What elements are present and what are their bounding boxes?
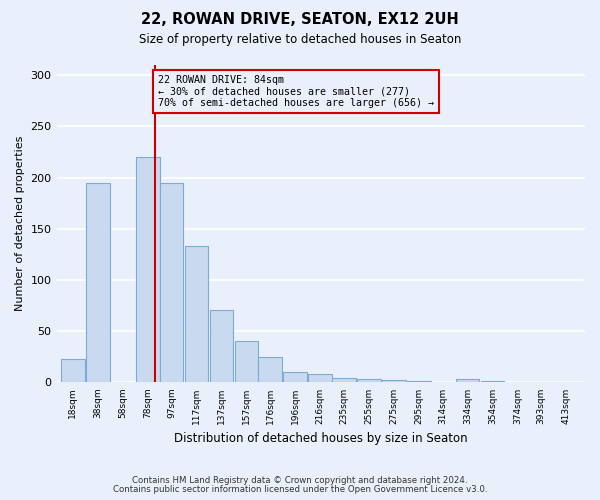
Bar xyxy=(382,380,406,382)
Bar xyxy=(455,380,479,382)
Bar xyxy=(61,359,85,382)
Text: Contains public sector information licensed under the Open Government Licence v3: Contains public sector information licen… xyxy=(113,485,487,494)
Bar xyxy=(86,183,110,382)
Text: 22 ROWAN DRIVE: 84sqm
← 30% of detached houses are smaller (277)
70% of semi-det: 22 ROWAN DRIVE: 84sqm ← 30% of detached … xyxy=(158,75,434,108)
Bar xyxy=(235,342,259,382)
X-axis label: Distribution of detached houses by size in Seaton: Distribution of detached houses by size … xyxy=(174,432,467,445)
Text: Contains HM Land Registry data © Crown copyright and database right 2024.: Contains HM Land Registry data © Crown c… xyxy=(132,476,468,485)
Text: Size of property relative to detached houses in Seaton: Size of property relative to detached ho… xyxy=(139,32,461,46)
Bar xyxy=(283,372,307,382)
Bar xyxy=(209,310,233,382)
Bar xyxy=(259,357,282,382)
Bar xyxy=(308,374,332,382)
Bar xyxy=(185,246,208,382)
Bar xyxy=(332,378,356,382)
Y-axis label: Number of detached properties: Number of detached properties xyxy=(15,136,25,312)
Text: 22, ROWAN DRIVE, SEATON, EX12 2UH: 22, ROWAN DRIVE, SEATON, EX12 2UH xyxy=(141,12,459,28)
Bar xyxy=(136,157,160,382)
Bar xyxy=(357,380,381,382)
Bar xyxy=(160,183,184,382)
